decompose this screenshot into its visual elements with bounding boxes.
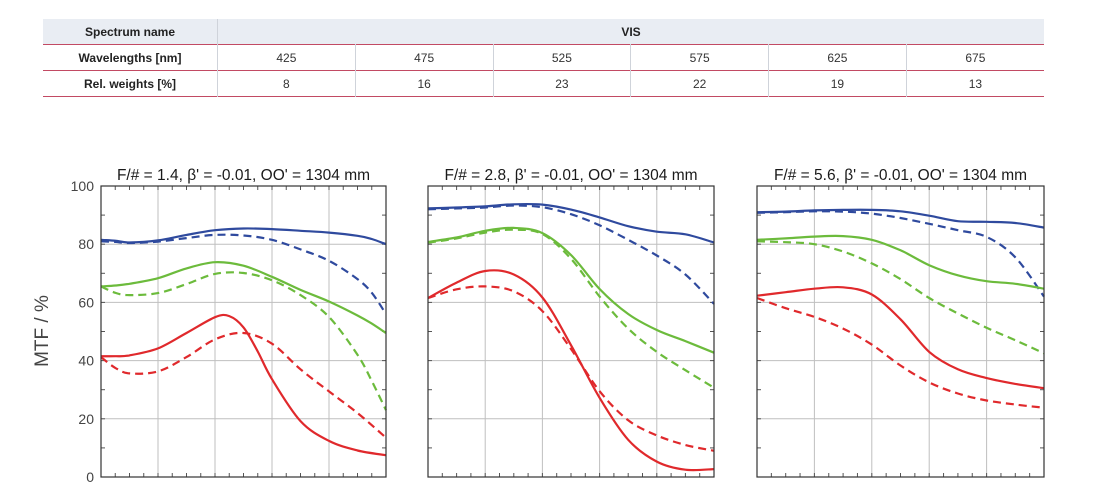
mtf-curve-blue-dashed: [756, 210, 1045, 298]
weight-cell: 19: [768, 70, 907, 97]
mtf-curve-red-solid: [756, 285, 1045, 390]
wavelength-cell: 625: [768, 44, 907, 71]
wavelengths-label: Wavelengths [nm]: [78, 50, 182, 65]
mtf-curve-red-dashed: [427, 285, 715, 452]
mtf-curve-blue-solid: [427, 202, 715, 244]
y-tick-label: 60: [78, 294, 94, 310]
mtf-curve-red-dashed: [756, 296, 1045, 409]
wavelength-cell: 575: [630, 44, 769, 71]
plot-area: [757, 186, 1044, 477]
y-tick-label: 0: [86, 469, 94, 485]
mtf-curve-blue-solid: [756, 208, 1045, 229]
weights-row: Rel. weights [%] 8 16 23 22 19 13: [43, 70, 1044, 97]
y-tick-label: 20: [78, 411, 94, 427]
y-axis-label: MTF / %: [32, 295, 53, 367]
plot-frame: [756, 185, 1045, 478]
spectrum-name-label: Spectrum name: [43, 19, 218, 45]
mtf-curve-green-solid: [427, 226, 715, 354]
spectrum-name-row: Spectrum name VIS: [43, 19, 1044, 45]
mtf-curve-blue-dashed: [100, 233, 387, 315]
mtf-curve-blue-dashed: [427, 204, 715, 305]
plot-area: [428, 186, 714, 477]
chart-title: F/# = 5.6, β' = -0.01, OO' = 1304 mm: [774, 167, 1027, 184]
mtf-curve-red-solid: [427, 269, 715, 472]
weight-cell: 22: [630, 70, 769, 97]
wavelength-cell: 675: [905, 44, 1044, 71]
mtf-curve-green-dashed: [427, 228, 715, 389]
y-tick-label: 100: [71, 178, 95, 194]
plot-frame: [427, 185, 715, 478]
mtf-curve-red-dashed: [100, 331, 387, 439]
spectrum-table: Spectrum name VIS Wavelengths [nm] 425 4…: [43, 19, 1044, 97]
mtf-curve-red-solid: [100, 313, 387, 457]
wavelength-cell: 425: [217, 44, 356, 71]
wavelength-cell: 525: [492, 44, 631, 71]
mtf-curve-green-dashed: [756, 240, 1045, 355]
chart-title: F/# = 1.4, β' = -0.01, OO' = 1304 mm: [117, 167, 370, 184]
plot-frame: [100, 185, 387, 478]
mtf-curve-green-dashed: [100, 271, 387, 411]
mtf-curve-green-solid: [100, 261, 387, 334]
weights-label: Rel. weights [%]: [83, 76, 176, 91]
wavelength-cell: 475: [354, 44, 493, 71]
y-tick-label: 80: [78, 236, 94, 252]
weight-cell: 13: [905, 70, 1044, 97]
y-tick-label: 40: [78, 353, 94, 369]
weight-cell: 8: [217, 70, 356, 97]
chart-title: F/# = 2.8, β' = -0.01, OO' = 1304 mm: [444, 167, 697, 184]
mtf-curve-green-solid: [756, 234, 1045, 290]
wavelengths-row: Wavelengths [nm] 425 475 525 575 625 675: [43, 44, 1044, 71]
spectrum-name-value: VIS: [217, 19, 1044, 45]
plot-area: [101, 186, 386, 477]
weight-cell: 23: [492, 70, 631, 97]
weight-cell: 16: [354, 70, 493, 97]
